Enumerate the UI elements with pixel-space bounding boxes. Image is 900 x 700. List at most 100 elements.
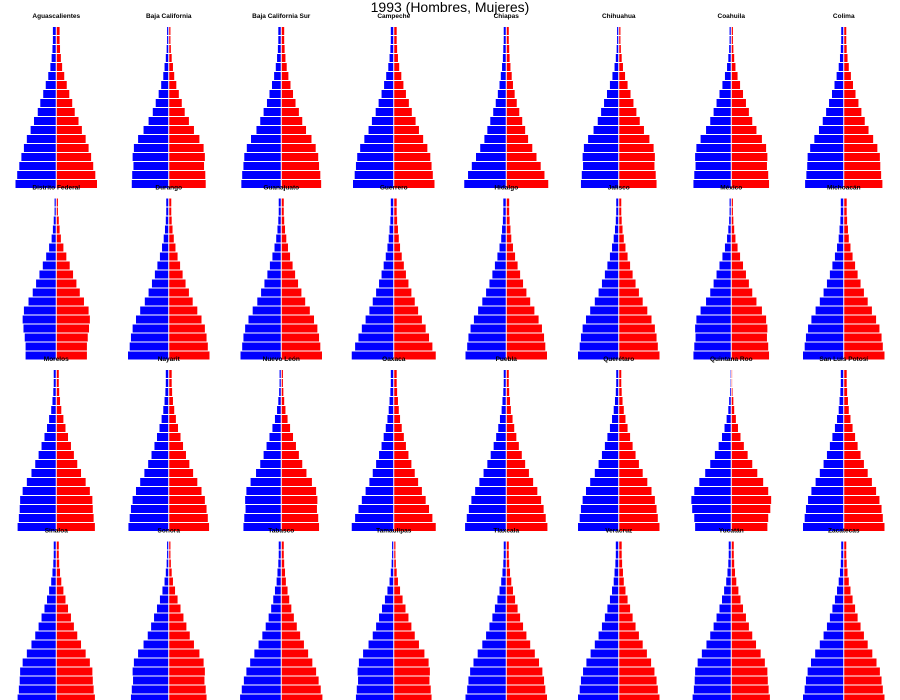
bar-mujeres [281,550,284,559]
bar-mujeres [618,81,628,89]
bar-hombres [131,180,169,188]
bar-hombres [365,487,394,495]
bar-mujeres [506,36,509,44]
bar-hombres [128,523,169,531]
bar-mujeres [168,207,172,216]
bar-mujeres [843,171,882,179]
bar-hombres [615,216,619,225]
bar-mujeres [618,424,628,432]
bar-hombres [710,288,732,297]
bar-hombres [840,379,844,387]
bar-hombres [392,541,394,550]
bar-mujeres [393,90,406,98]
bar-hombres [728,225,732,234]
bar-mujeres [168,63,173,71]
bar-mujeres [281,279,299,288]
bar-hombres [580,505,619,513]
bar-mujeres [281,604,292,613]
bar-hombres [381,604,394,613]
bar-mujeres [843,424,853,432]
bar-hombres [386,72,394,80]
bar-mujeres [618,559,623,568]
bar-hombres [363,649,394,658]
bar-mujeres [843,523,885,531]
bar-hombres [278,559,282,568]
bar-mujeres [843,144,878,152]
bar-mujeres [843,631,864,640]
bar-hombres [376,622,394,631]
bar-hombres [810,658,844,667]
bar-hombres [815,306,844,315]
bar-hombres [132,153,169,161]
bar-mujeres [843,595,853,604]
bar-hombres [277,225,282,234]
bar-mujeres [281,162,320,170]
bar-hombres [468,505,507,513]
bar-mujeres [731,279,749,288]
bar-mujeres [281,342,321,351]
bar-mujeres [168,324,205,333]
bar-mujeres [506,171,545,179]
bar-hombres [470,324,507,333]
bar-mujeres [843,505,882,513]
bar-hombres [372,297,394,306]
bar-mujeres [618,288,639,297]
bar-hombres [51,234,57,243]
bar-hombres [51,54,57,62]
bar-mujeres [393,424,402,432]
pyramid-panel: Distrito Federal [22,185,90,360]
bar-hombres [278,207,282,216]
bar-hombres [502,63,507,71]
bar-hombres [499,415,507,423]
bar-hombres [482,640,507,649]
bar-mujeres [731,595,741,604]
bar-hombres [615,550,619,559]
bar-mujeres [506,270,521,279]
bar-hombres [710,117,732,125]
bar-hombres [388,406,394,414]
pyramid-panel: Querétaro [578,356,660,531]
bar-mujeres [843,370,847,378]
panel-label: Tabasco [268,528,294,535]
bar-mujeres [168,442,184,450]
bar-hombres [389,397,394,405]
bar-hombres [494,261,507,270]
bar-hombres [724,243,732,252]
bar-hombres [729,388,732,396]
bar-mujeres [506,379,509,387]
bar-mujeres [393,180,435,188]
bar-hombres [272,424,282,432]
bar-mujeres [618,162,655,170]
bar-mujeres [168,676,205,685]
bar-hombres [838,406,844,414]
bar-hombres [499,586,507,595]
bar-mujeres [281,216,285,225]
bar-hombres [615,559,619,568]
bar-hombres [35,631,57,640]
bar-mujeres [843,694,885,700]
bar-mujeres [393,279,409,288]
pyramid-panel: Tabasco [240,528,323,700]
bar-mujeres [168,631,190,640]
bar-hombres [503,541,507,550]
bar-hombres [278,541,282,550]
bar-hombres [157,261,169,270]
bar-mujeres [56,261,70,270]
bar-hombres [503,559,507,568]
bar-mujeres [281,180,322,188]
bar-mujeres [731,333,767,342]
bar-mujeres [506,162,541,170]
panel-label: Colima [833,13,855,20]
bar-hombres [165,216,169,225]
bar-mujeres [168,415,176,423]
bar-mujeres [393,658,429,667]
bar-hombres [166,45,169,53]
bar-mujeres [281,523,320,531]
bar-mujeres [843,225,848,234]
bar-hombres [132,496,169,504]
pyramid-panel: Chihuahua [580,13,657,188]
bar-hombres [804,514,844,522]
bar-mujeres [168,27,171,35]
bar-hombres [356,685,394,694]
bar-mujeres [393,370,397,378]
